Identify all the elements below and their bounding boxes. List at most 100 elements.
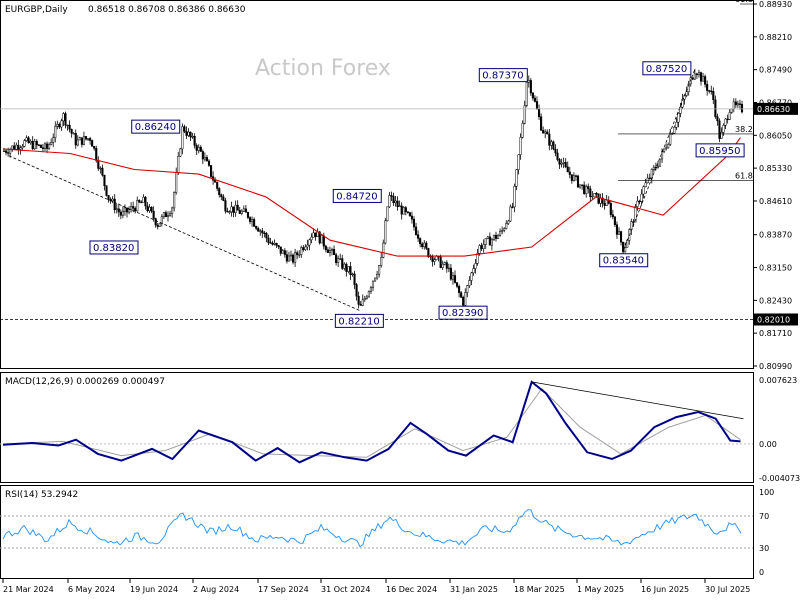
candle-body <box>576 175 580 188</box>
time-axis-label: 17 Sep 2024 <box>258 585 309 594</box>
price-label-box <box>695 143 745 158</box>
candle-body <box>361 299 364 306</box>
candle-body <box>613 216 616 225</box>
candle-body <box>497 235 500 239</box>
candle-body <box>412 218 416 228</box>
candle-body <box>218 188 221 195</box>
candle-body <box>56 123 59 127</box>
candle-body <box>388 195 391 208</box>
candle-body <box>675 121 678 128</box>
price-axis-label: 0.83150 <box>759 264 792 273</box>
candle-body <box>480 245 483 249</box>
candle-body <box>693 73 696 80</box>
candle-body <box>337 258 340 263</box>
candle-body <box>271 242 274 245</box>
price-label-box <box>131 119 181 134</box>
candle-body <box>216 182 219 189</box>
candle-body <box>275 242 278 246</box>
candle-body <box>640 193 643 202</box>
price-label-box <box>332 188 382 203</box>
candle-body <box>64 113 67 126</box>
candle-body <box>634 206 637 223</box>
candle-body <box>384 220 387 244</box>
candle-body <box>542 129 545 134</box>
candle-body <box>369 287 372 292</box>
candle-body <box>410 215 413 220</box>
candle-body <box>138 199 141 203</box>
candle-body <box>296 252 299 256</box>
candle-body <box>166 214 170 218</box>
candle-body <box>240 210 243 214</box>
candle-body <box>423 242 426 248</box>
candle-body <box>402 207 405 215</box>
candle-body <box>417 234 420 239</box>
candle-body <box>46 143 49 149</box>
candle-body <box>579 184 582 188</box>
candle-body <box>105 185 108 196</box>
candle-body <box>626 240 629 248</box>
candle-body <box>615 224 619 235</box>
candle-body <box>339 258 342 260</box>
candle-body <box>363 298 366 301</box>
candle-body <box>699 72 703 82</box>
candle-body <box>538 108 541 117</box>
rsi-panel-frame <box>0 485 754 579</box>
macd-plot: 0.007623 0.00 -0.004073 <box>0 376 800 483</box>
candle-body <box>123 207 127 212</box>
candle-body <box>376 273 379 279</box>
candle-body <box>41 147 45 149</box>
candle-body <box>43 143 47 149</box>
rsi-axis-label: 100 <box>759 488 774 497</box>
time-axis-label: 6 May 2024 <box>68 585 115 594</box>
candle-body <box>25 137 28 141</box>
candle-body <box>458 286 461 293</box>
candle-body <box>207 160 211 166</box>
candle-body <box>406 211 409 213</box>
candle-body <box>371 280 375 288</box>
price-label-text: 0.85950 <box>699 146 740 157</box>
candle-body <box>193 135 196 146</box>
candle-body <box>589 188 592 197</box>
candle-body <box>304 246 307 250</box>
candle-body <box>523 105 526 124</box>
candle-body <box>72 133 75 135</box>
candle-body <box>210 165 213 177</box>
candle-body <box>349 266 352 275</box>
candle-body <box>728 112 731 120</box>
candle-body <box>189 131 192 138</box>
candle-body <box>99 167 102 170</box>
candle-body <box>248 217 252 222</box>
candle-body <box>476 253 479 264</box>
candle-body <box>74 133 77 146</box>
candle-body <box>587 186 590 190</box>
candle-body <box>460 292 463 298</box>
candle-body <box>638 200 641 203</box>
candle-body <box>650 169 653 179</box>
candle-body <box>702 76 705 82</box>
candle-body <box>103 174 106 186</box>
candle-body <box>507 220 510 224</box>
candle-body <box>597 193 600 204</box>
candle-body <box>658 158 662 167</box>
candle-body <box>359 304 362 306</box>
candle-body <box>392 195 395 203</box>
candle-body <box>583 184 586 194</box>
candle-body <box>710 90 713 92</box>
candle-body <box>548 133 551 146</box>
candle-body <box>156 224 159 227</box>
candle-body <box>732 101 735 110</box>
candle-body <box>5 150 8 153</box>
candle-body <box>199 146 202 152</box>
candle-body <box>150 206 153 212</box>
price-annotations: 0.86240 0.83820 0.84720 0.82210 0.87370 0.823… <box>89 61 745 328</box>
candle-body <box>152 210 155 219</box>
candle-body <box>679 106 682 114</box>
candle-body <box>431 255 434 262</box>
candle-body <box>185 131 188 136</box>
candle-body <box>101 167 104 176</box>
support-level-label: 0.82010 <box>757 315 790 324</box>
candle-body <box>320 235 323 244</box>
candle-body <box>66 124 69 127</box>
candle-body <box>15 144 18 150</box>
candle-body <box>343 263 346 269</box>
